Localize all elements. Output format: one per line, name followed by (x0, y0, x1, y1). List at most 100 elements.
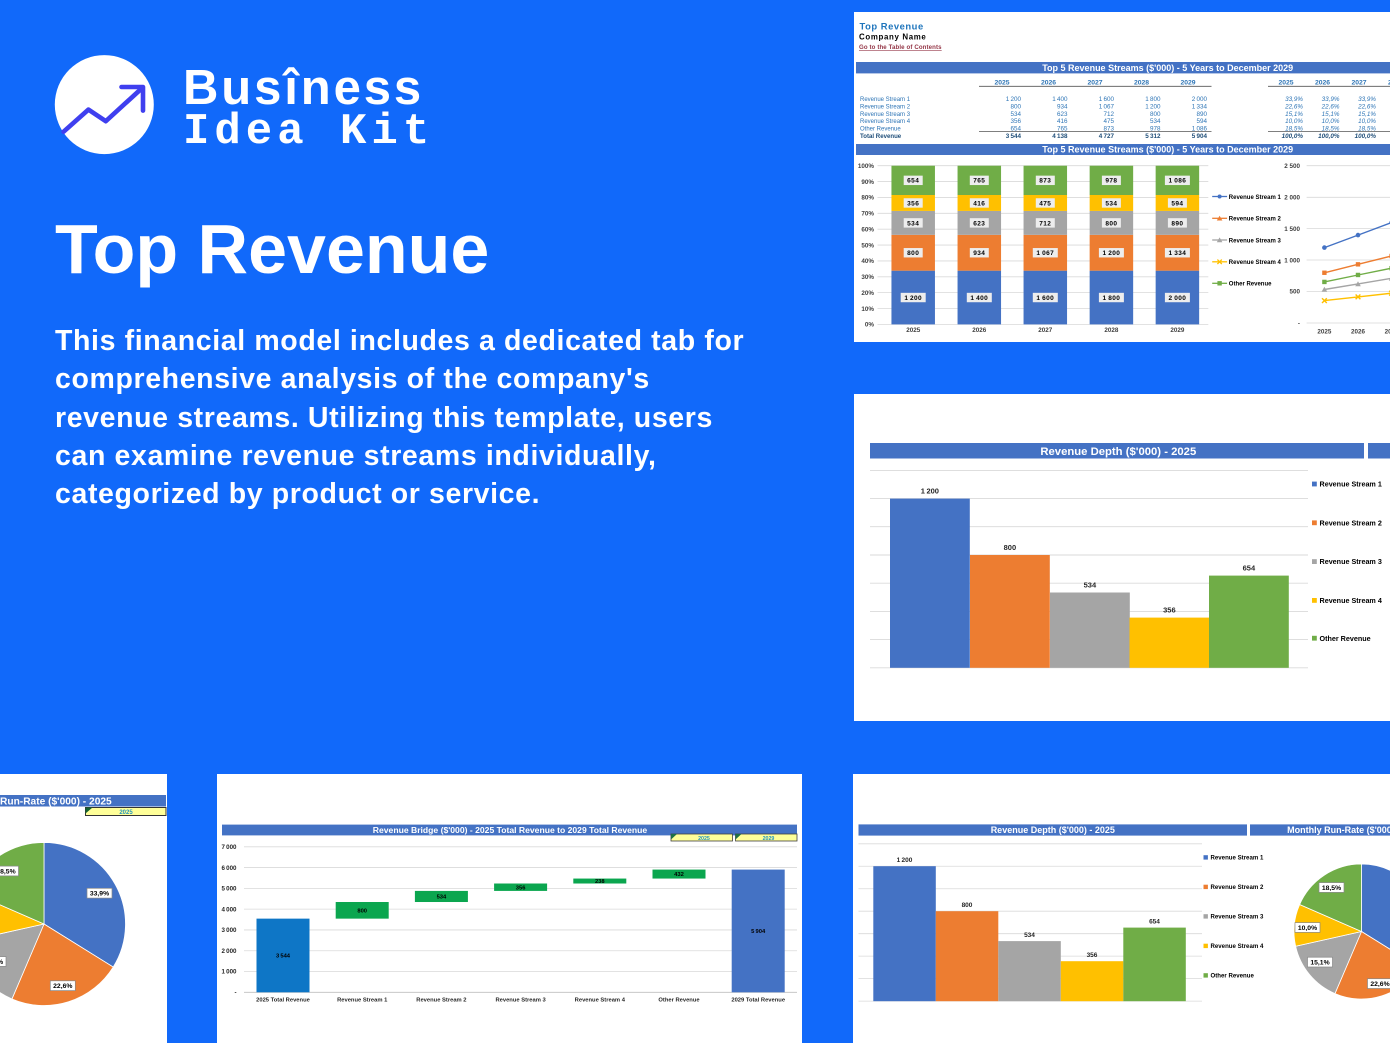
svg-text:1 200: 1 200 (904, 295, 922, 302)
svg-text:800: 800 (357, 908, 367, 914)
svg-text:22,6%: 22,6% (1357, 104, 1376, 111)
svg-text:22,6%: 22,6% (1370, 981, 1389, 988)
svg-text:2028: 2028 (1104, 327, 1119, 334)
svg-text:2029: 2029 (1180, 80, 1195, 87)
svg-text:18,5%: 18,5% (1285, 125, 1303, 132)
svg-text:Revenue Stream 4: Revenue Stream 4 (1211, 943, 1264, 950)
svg-text:50%: 50% (861, 242, 874, 249)
svg-text:2026: 2026 (1351, 329, 1366, 336)
svg-text:Revenue Bridge ($'000) - 2025: Revenue Bridge ($'000) - 2025 Total Reve… (373, 825, 648, 835)
svg-text:5 000: 5 000 (221, 886, 237, 893)
svg-text:1 600: 1 600 (1036, 295, 1054, 302)
svg-text:356: 356 (907, 200, 919, 207)
svg-text:534: 534 (1024, 932, 1035, 939)
svg-text:Revenue Stream 2: Revenue Stream 2 (1320, 518, 1382, 527)
svg-text:10,0%: 10,0% (1322, 118, 1340, 125)
svg-text:1 800: 1 800 (1145, 96, 1161, 103)
svg-text:1 067: 1 067 (1036, 250, 1054, 257)
svg-text:2025: 2025 (698, 836, 710, 842)
svg-text:1 400: 1 400 (970, 295, 988, 302)
svg-text:623: 623 (973, 220, 985, 227)
svg-text:1 400: 1 400 (1052, 96, 1068, 103)
svg-text:416: 416 (973, 200, 985, 207)
svg-text:20%: 20% (861, 290, 874, 297)
svg-text:2027: 2027 (1385, 329, 1390, 336)
svg-text:2 000: 2 000 (1169, 295, 1187, 302)
svg-text:4 727: 4 727 (1099, 133, 1115, 140)
svg-text:1 200: 1 200 (921, 487, 939, 496)
svg-text:100,0%: 100,0% (1282, 133, 1304, 140)
svg-text:22,6%: 22,6% (1321, 104, 1340, 111)
svg-text:800: 800 (1004, 543, 1017, 552)
svg-text:90%: 90% (861, 179, 874, 186)
svg-text:Other Revenue: Other Revenue (1211, 973, 1255, 980)
svg-text:7 000: 7 000 (221, 844, 237, 851)
svg-text:33,9%: 33,9% (1322, 96, 1340, 103)
svg-text:15,1%: 15,1% (0, 959, 3, 966)
svg-text:15,1%: 15,1% (1285, 111, 1303, 118)
svg-text:356: 356 (1163, 606, 1176, 615)
svg-text:80%: 80% (861, 195, 874, 202)
svg-text:534: 534 (1010, 111, 1021, 118)
svg-text:Revenue Stream 3: Revenue Stream 3 (1320, 557, 1382, 566)
svg-text:2027: 2027 (1087, 80, 1102, 87)
svg-text:2025: 2025 (1278, 80, 1293, 87)
svg-text:623: 623 (1057, 111, 1068, 118)
svg-text:40%: 40% (861, 258, 874, 265)
svg-text:2027: 2027 (1351, 80, 1366, 87)
svg-text:Monthly Run-Rate ($'000) - 202: Monthly Run-Rate ($'000) - 2025 (1287, 825, 1390, 835)
svg-text:60%: 60% (861, 227, 874, 234)
svg-text:Company Name: Company Name (859, 33, 926, 42)
svg-text:Revenue Depth ($'000) - 2025: Revenue Depth ($'000) - 2025 (1040, 446, 1196, 458)
svg-text:10,0%: 10,0% (1285, 118, 1303, 125)
svg-text:6 000: 6 000 (221, 865, 237, 872)
svg-text:3 000: 3 000 (221, 927, 237, 934)
svg-text:873: 873 (1039, 178, 1051, 185)
svg-text:3 544: 3 544 (276, 954, 291, 960)
svg-text:712: 712 (1103, 111, 1114, 118)
svg-text:18,5%: 18,5% (1358, 125, 1376, 132)
svg-text:Revenue Stream 1: Revenue Stream 1 (1229, 195, 1282, 201)
svg-text:5 904: 5 904 (751, 929, 766, 935)
svg-text:4 000: 4 000 (221, 906, 237, 913)
svg-text:15,1%: 15,1% (1310, 960, 1329, 967)
svg-text:1 600: 1 600 (1099, 96, 1115, 103)
svg-text:1 086: 1 086 (1192, 125, 1208, 132)
svg-text:800: 800 (1105, 220, 1117, 227)
svg-text:10,0%: 10,0% (1298, 925, 1317, 932)
svg-text:654: 654 (1010, 125, 1021, 132)
svg-text:Revenue Stream 3: Revenue Stream 3 (495, 997, 546, 1003)
svg-text:Other Revenue: Other Revenue (1320, 634, 1371, 643)
svg-text:5 904: 5 904 (1192, 133, 1208, 140)
svg-text:5 312: 5 312 (1145, 133, 1161, 140)
svg-text:Revenue Stream 3: Revenue Stream 3 (1211, 914, 1264, 921)
svg-text:2 000: 2 000 (1192, 96, 1208, 103)
svg-text:Revenue Stream 4: Revenue Stream 4 (860, 119, 911, 125)
svg-text:500: 500 (1289, 289, 1300, 296)
svg-text:30%: 30% (861, 274, 874, 281)
svg-text:4 138: 4 138 (1052, 133, 1068, 140)
svg-text:1 800: 1 800 (1103, 295, 1121, 302)
svg-text:800: 800 (907, 250, 919, 257)
svg-text:2025: 2025 (119, 810, 133, 816)
svg-text:33,9%: 33,9% (1358, 96, 1376, 103)
svg-text:10%: 10% (861, 306, 874, 313)
svg-text:890: 890 (1171, 220, 1183, 227)
svg-text:416: 416 (1057, 118, 1068, 125)
svg-text:654: 654 (1149, 918, 1160, 925)
svg-text:800: 800 (1010, 104, 1021, 111)
svg-text:534: 534 (1105, 200, 1117, 207)
svg-text:Revenue Stream 2: Revenue Stream 2 (860, 105, 911, 111)
svg-text:800: 800 (1150, 111, 1161, 118)
svg-text:2029 Total Revenue: 2029 Total Revenue (731, 997, 785, 1003)
svg-text:432: 432 (674, 872, 684, 878)
svg-text:594: 594 (1196, 118, 1207, 125)
svg-text:70%: 70% (861, 211, 874, 218)
svg-text:Top 5 Revenue Streams ($'000): Top 5 Revenue Streams ($'000) - 5 Years … (1042, 63, 1293, 73)
svg-text:Go to the Table of Contents: Go to the Table of Contents (859, 44, 942, 51)
svg-text:Top Revenue: Top Revenue (860, 21, 924, 32)
svg-text:1 200: 1 200 (897, 857, 913, 864)
svg-text:18,5%: 18,5% (0, 869, 16, 876)
svg-text:356: 356 (1010, 118, 1021, 125)
svg-text:2027: 2027 (1038, 327, 1053, 334)
